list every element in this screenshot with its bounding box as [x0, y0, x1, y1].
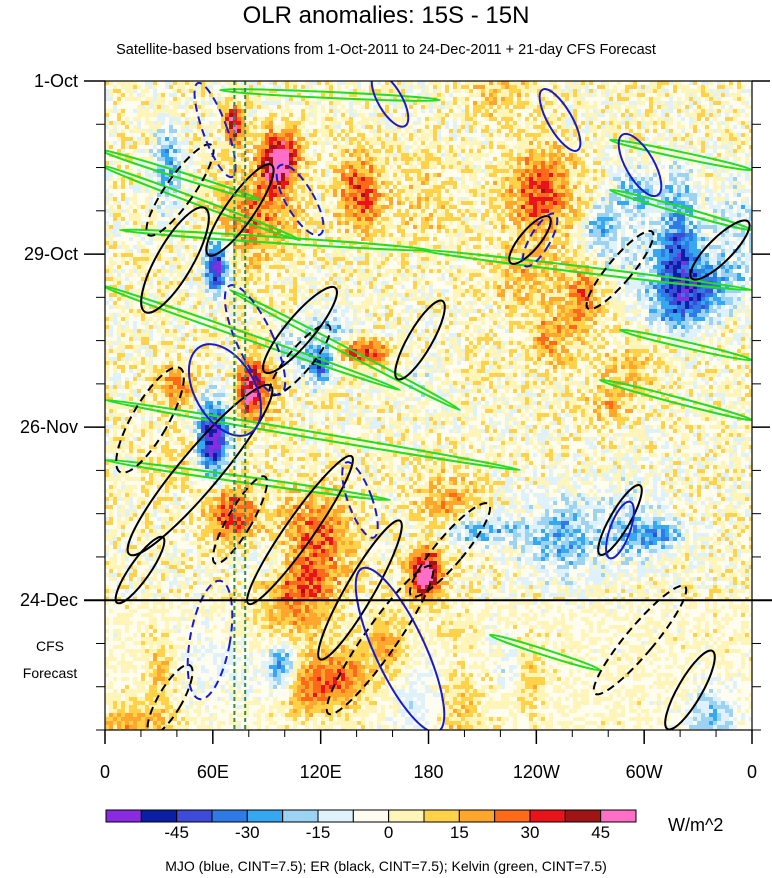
- kelvin-contour: [105, 163, 302, 242]
- kelvin-contour: [105, 283, 402, 392]
- colorbar-tick-label: -30: [235, 823, 260, 842]
- colorbar-swatch: [105, 809, 142, 823]
- er-contour: [597, 484, 643, 556]
- y-tick-label: 24-Dec: [20, 590, 78, 610]
- mjo-contour: [538, 88, 582, 152]
- colorbar-swatch: [529, 809, 566, 823]
- y-tick-label: 29-Oct: [24, 244, 78, 264]
- mjo-contour: [275, 163, 325, 237]
- er-contour: [262, 285, 338, 375]
- mjo-contour: [617, 132, 663, 198]
- kelvin-contour: [105, 398, 522, 472]
- heatmap-field: [105, 81, 752, 730]
- colorbar-tick-label: 0: [384, 823, 393, 842]
- mjo-contour: [341, 461, 379, 539]
- colorbar-unit: W/m^2: [668, 815, 723, 835]
- mjo-contour: [223, 284, 287, 396]
- x-tick-label: 0: [747, 762, 757, 782]
- kelvin-contour: [105, 458, 392, 502]
- er-contour: [508, 215, 552, 265]
- mjo-contour: [370, 81, 410, 128]
- colorbar-swatch: [352, 809, 390, 823]
- kelvin-contour: [608, 138, 752, 172]
- colorbar-tick-label: 30: [521, 823, 540, 842]
- x-tick-label: 120E: [300, 762, 342, 782]
- forecast-label: Forecast: [0, 665, 100, 681]
- er-contour: [146, 663, 194, 730]
- colorbar-swatch: [140, 809, 178, 823]
- colorbar-swatch: [564, 809, 602, 823]
- er-contour: [115, 366, 185, 474]
- x-tick-label: 180: [413, 762, 443, 782]
- kelvin-contour: [228, 288, 462, 412]
- mjo-contour: [521, 212, 559, 268]
- chart-subtitle: Satellite-based bservations from 1-Oct-2…: [0, 42, 772, 58]
- kelvin-contour: [105, 148, 262, 202]
- colorbar-tick-label: 45: [591, 823, 610, 842]
- chart-title: OLR anomalies: 15S - 15N: [0, 2, 772, 30]
- er-contour: [211, 475, 269, 565]
- x-tick-label: 120W: [513, 762, 560, 782]
- er-contour: [317, 519, 403, 661]
- er-contour: [408, 502, 492, 598]
- mjo-contour: [193, 81, 237, 179]
- axes: 1-Oct 29-Oct 26-Nov 24-Dec 0 60E 120E 180 120W 60…: [20, 71, 772, 782]
- er-contour: [664, 649, 716, 730]
- colorbar-tick-label: 15: [450, 823, 469, 842]
- colorbar-swatch: [388, 809, 425, 823]
- er-contour: [689, 219, 751, 281]
- er-contour: [394, 299, 446, 381]
- er-contour: [145, 143, 215, 237]
- mjo-contour: [186, 579, 234, 701]
- kelvin-contour: [218, 88, 442, 102]
- colorbar-swatch: [282, 809, 319, 823]
- x-tick-label: 0: [100, 762, 110, 782]
- er-contour: [114, 535, 166, 605]
- er-contour: [592, 584, 688, 696]
- er-contour: [140, 206, 210, 314]
- colorbar-swatch: [494, 809, 531, 823]
- kelvin-contour: [598, 378, 752, 422]
- contour-legend-note: MJO (blue, CINT=7.5); ER (black, CINT=7.…: [0, 858, 772, 874]
- kelvin-contour: [608, 188, 752, 232]
- x-tick-label: 60E: [197, 762, 229, 782]
- x-tick-label: 60W: [626, 762, 663, 782]
- mjo-contour: [605, 500, 635, 560]
- er-contour: [585, 229, 655, 311]
- er-contour: [325, 564, 435, 716]
- er-contour: [205, 163, 275, 257]
- er-contour: [268, 323, 332, 397]
- y-tick-label: 1-Oct: [34, 71, 78, 91]
- colorbar-tick-label: -15: [306, 823, 331, 842]
- mjo-contour: [354, 566, 446, 730]
- contour-overlay: [105, 81, 752, 730]
- colorbar-swatch: [176, 809, 213, 823]
- colorbar-tick-label: -45: [164, 823, 189, 842]
- er-contour: [246, 454, 354, 606]
- kelvin-contour: [488, 633, 602, 672]
- colorbar-swatch: [317, 809, 354, 823]
- colorbar-swatch: [246, 809, 284, 823]
- colorbar: -45 -30 -15 0 15 30 45 W/m^2: [105, 809, 723, 842]
- colorbar-swatch: [423, 809, 460, 823]
- colorbar-swatch: [458, 809, 496, 823]
- colorbar-swatch: [211, 809, 248, 823]
- mjo-contour: [187, 343, 263, 437]
- colorbar-swatch: [600, 809, 637, 823]
- cfs-label: CFS: [0, 638, 100, 654]
- reference-lines: [233, 81, 247, 730]
- y-tick-label: 26-Nov: [20, 417, 78, 437]
